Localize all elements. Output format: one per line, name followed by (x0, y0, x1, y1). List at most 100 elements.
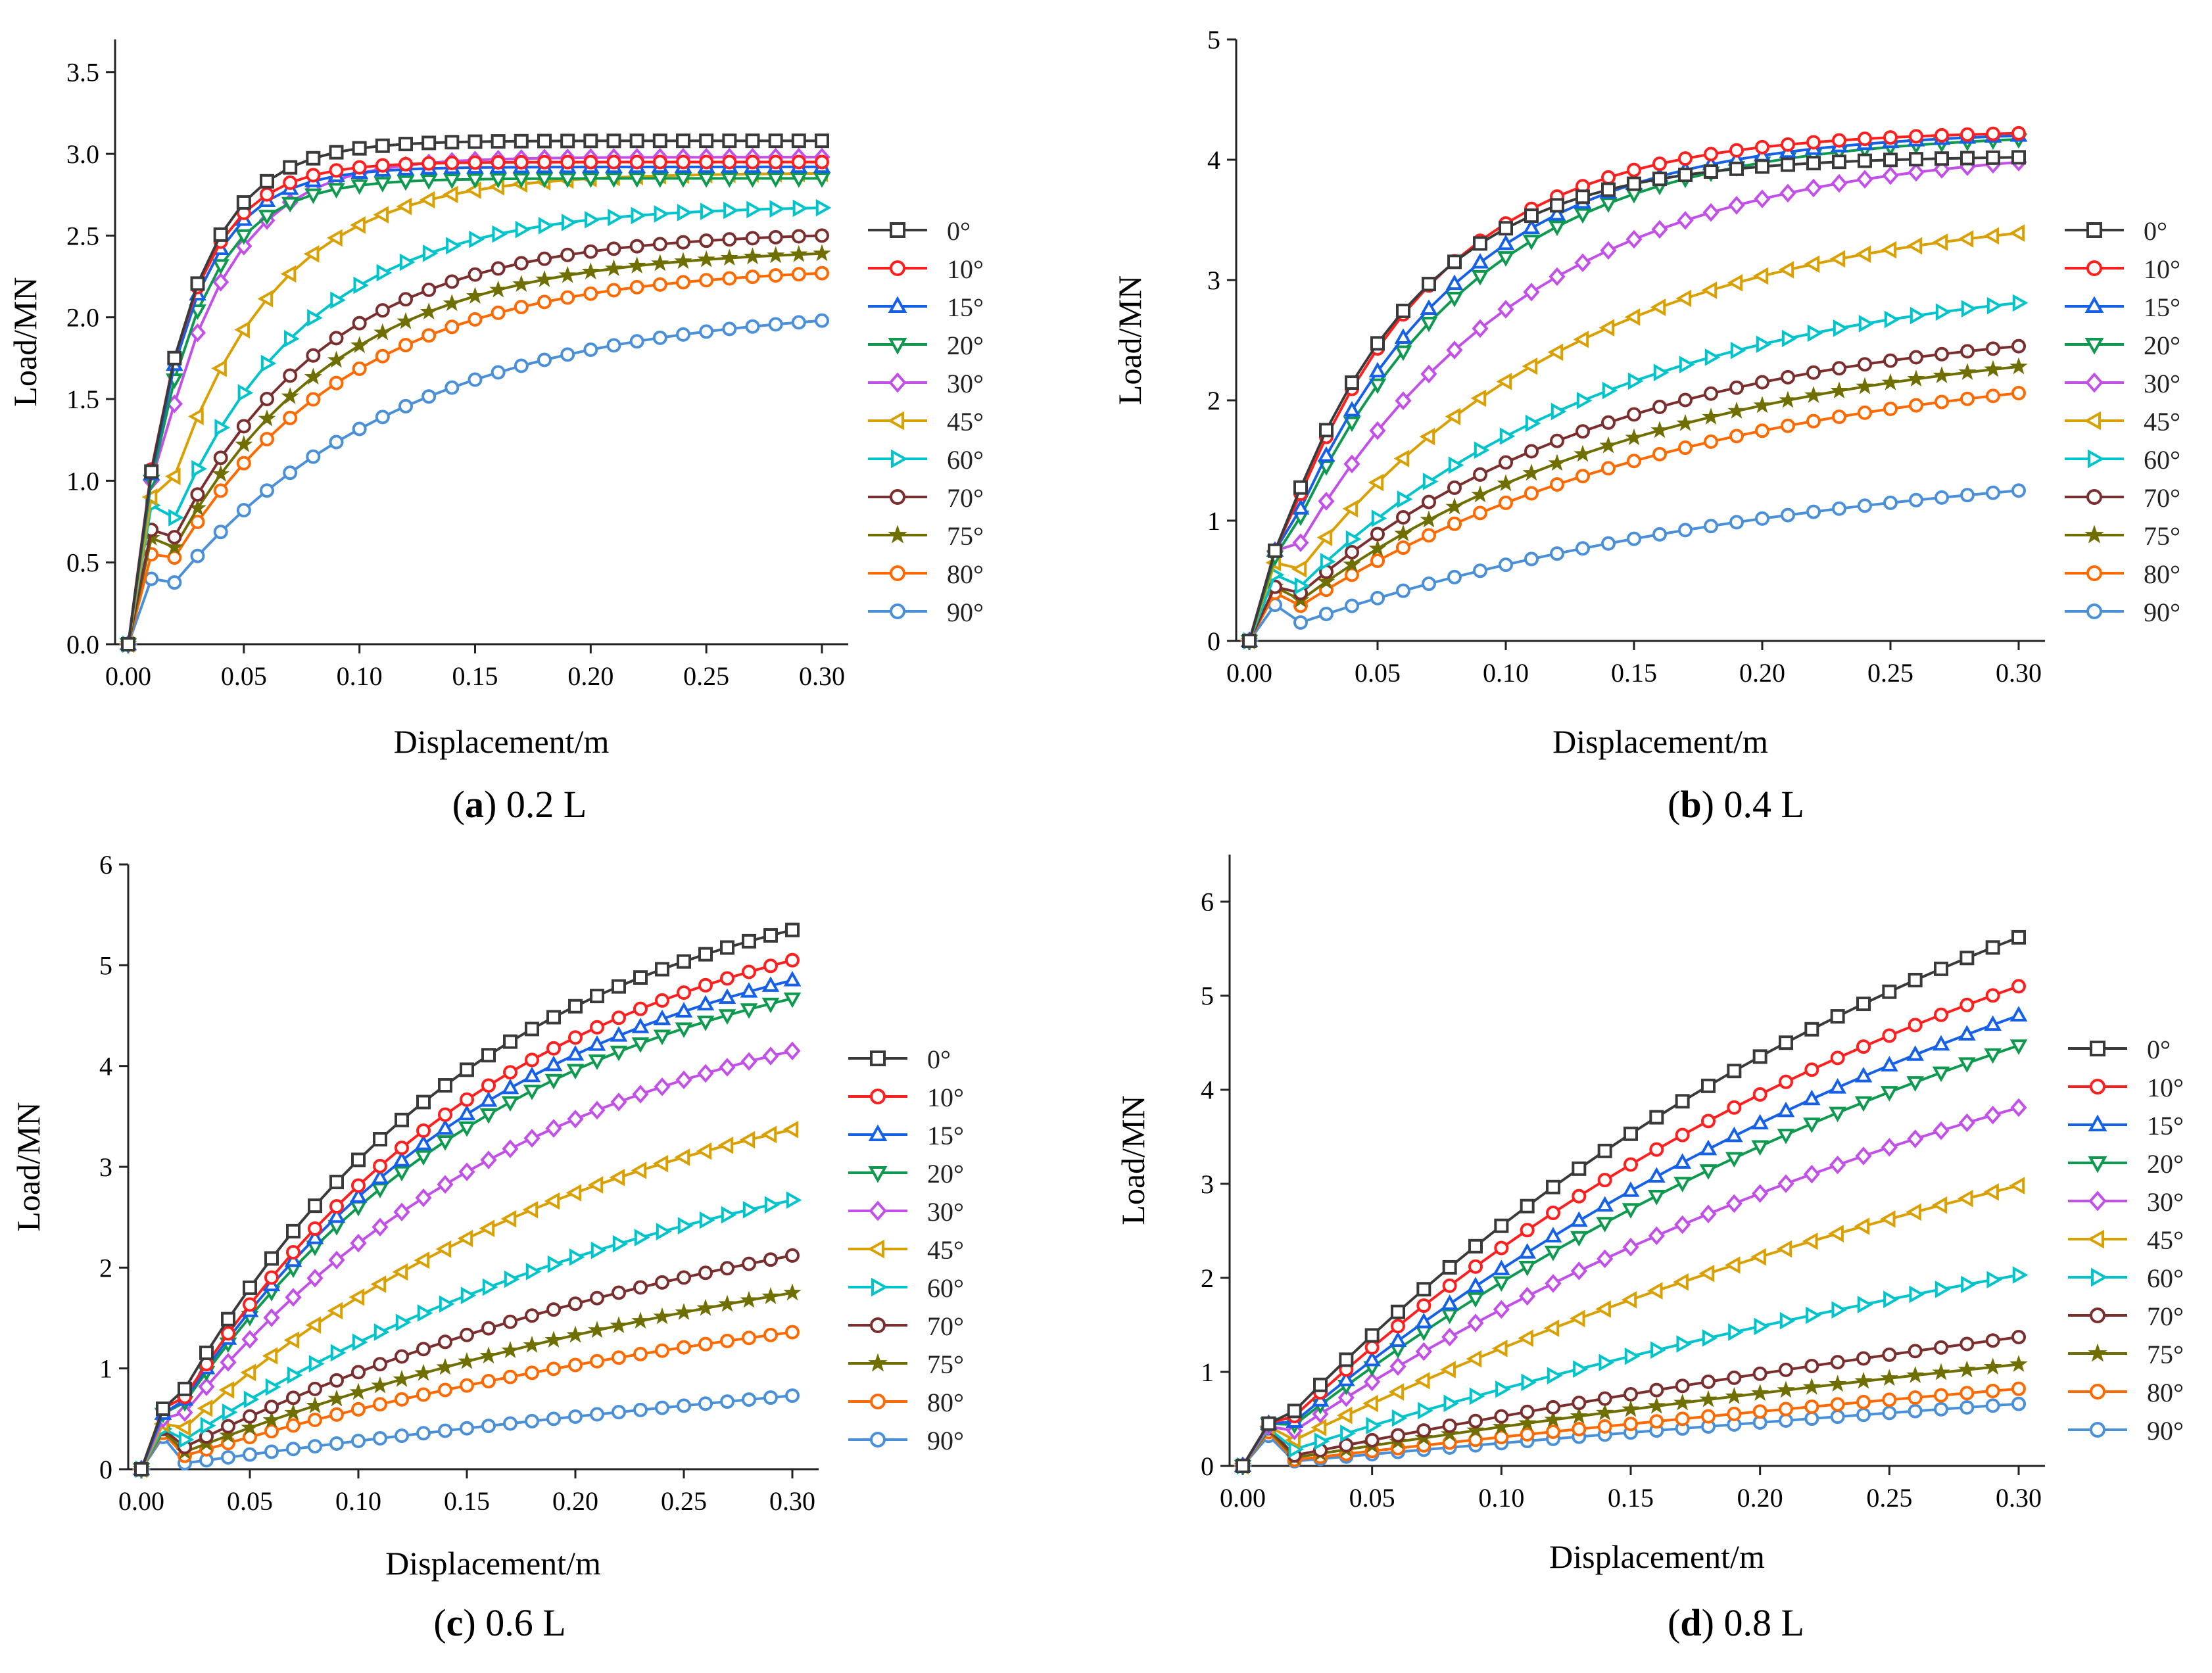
data-point (1958, 1057, 1976, 1073)
data-point (763, 958, 778, 974)
data-point (398, 156, 413, 172)
data-point (699, 133, 714, 149)
data-point (1778, 261, 1794, 279)
x-tick-label: 0.10 (337, 661, 383, 691)
legend-label: 70° (2144, 483, 2180, 513)
data-point (438, 1382, 452, 1398)
data-point (1803, 1089, 1821, 1106)
data-point (1753, 396, 1771, 413)
data-point (2011, 339, 2026, 354)
data-point (1781, 369, 1795, 385)
data-point (745, 133, 760, 149)
y-tick-label: 2.5 (66, 221, 99, 250)
legend-label: 75° (927, 1350, 964, 1379)
legend-label: 30° (2144, 369, 2180, 398)
data-point (1474, 441, 1490, 459)
data-point (558, 266, 577, 283)
data-point (1494, 1218, 1509, 1233)
data-point (652, 1154, 669, 1173)
triangle-up-icon (888, 296, 907, 313)
data-point (718, 1009, 736, 1025)
diamond-icon (888, 372, 907, 393)
x-tick-label: 0.00 (105, 661, 151, 691)
data-point (308, 1439, 322, 1454)
data-point (791, 267, 806, 282)
legend-item: 80° (848, 1388, 964, 1417)
data-point (677, 954, 691, 969)
data-point (581, 262, 600, 279)
data-point (1520, 1427, 1535, 1442)
data-point (718, 988, 736, 1004)
data-point (1858, 315, 1875, 333)
data-point (416, 1123, 431, 1139)
legend-label: 0° (927, 1045, 951, 1074)
data-point (1882, 1347, 1897, 1362)
legend-label: 45° (947, 407, 984, 436)
data-point (436, 1357, 454, 1375)
data-point (1986, 296, 2003, 315)
data-point (373, 1397, 387, 1412)
legend-label: 10° (927, 1083, 964, 1112)
data-point (1447, 516, 1462, 531)
data-point (286, 1390, 301, 1405)
caption-letter: d (1680, 1601, 1702, 1644)
data-point (349, 1288, 365, 1306)
data-point (285, 1288, 302, 1307)
data-point (1675, 289, 1692, 308)
data-point (698, 947, 713, 962)
data-point (525, 1365, 539, 1380)
data-point (1960, 1400, 1975, 1415)
data-point (439, 1295, 455, 1313)
data-point (1492, 1417, 1510, 1435)
legend-item: 90° (2065, 598, 2180, 627)
y-tick-label: 3 (1201, 1169, 1214, 1199)
data-point (371, 1183, 389, 1198)
data-point (1499, 557, 1513, 573)
data-point (421, 156, 437, 171)
data-point (544, 1055, 563, 1072)
data-point (1362, 1394, 1378, 1413)
data-point (200, 1417, 216, 1435)
data-point (503, 1065, 517, 1080)
data-point (329, 435, 344, 450)
data-point (1497, 251, 1515, 267)
data-point (1906, 1203, 1921, 1221)
y-tick-label: 2 (1207, 386, 1220, 415)
data-point (1777, 1129, 1795, 1144)
circle-icon (2090, 1308, 2105, 1323)
legend-item: 60° (868, 445, 984, 475)
data-point (443, 294, 461, 312)
data-point (1701, 281, 1718, 299)
data-point (566, 1064, 585, 1080)
data-point (544, 1331, 563, 1348)
data-point (1960, 488, 1975, 503)
data-point (1854, 1371, 1873, 1389)
data-point (769, 200, 786, 218)
data-point (1909, 1285, 1925, 1304)
data-point (1394, 524, 1412, 542)
x-tick-label: 0.00 (118, 1486, 164, 1516)
data-point (631, 1017, 650, 1033)
data-point (1546, 1206, 1560, 1221)
data-point (652, 330, 667, 345)
chart-panel-d: 0 1 2 3 4 5 6 0.00 0.05 0.10 0.15 0.20 0.25 0.30 Displ… (1105, 835, 2212, 1611)
legend-item: 45° (868, 407, 984, 436)
legend-label: 30° (947, 369, 984, 398)
legend-label: 80° (947, 559, 984, 589)
data-point (1985, 988, 2000, 1003)
caption-open-paren: ( (433, 1601, 446, 1644)
data-point (281, 197, 299, 213)
data-point (676, 133, 690, 149)
caption-text: ) 0.6 L (463, 1601, 566, 1644)
data-point (1882, 166, 1899, 185)
data-point (236, 195, 251, 210)
data-point (1678, 168, 1693, 183)
data-point (1883, 1290, 1899, 1309)
data-point (1910, 306, 1926, 325)
data-point (631, 1311, 650, 1329)
data-point (1934, 961, 1948, 976)
data-point (436, 1135, 454, 1151)
x-tick-label: 0.05 (221, 661, 267, 691)
data-point (652, 154, 667, 170)
legend-item: 45° (848, 1235, 964, 1265)
